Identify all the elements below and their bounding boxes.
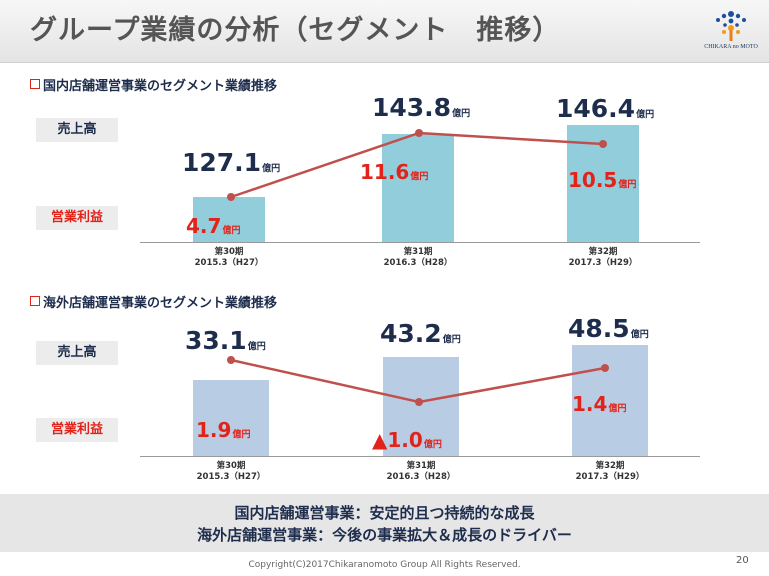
domestic-bar-31 [382,134,454,242]
summary-overseas: 海外店舗運営事業：今後の事業拡大＆成長のドライバー [197,526,572,544]
overseas-section-title: 海外店舗運営事業のセグメント業績推移 [30,292,277,311]
copyright-text: Copyright(C)2017Chikaranomoto Group All … [248,560,521,570]
page-number: 20 [736,555,749,566]
overseas-sales-value-32: 48.5億円 [568,314,649,343]
logo-mark-icon [716,11,746,41]
overseas-profit-value-31: ▲1.0億円 [372,428,442,452]
domestic-period-31: 第31期 2016.3（H28） [383,247,453,268]
overseas-profit-line [230,358,606,404]
company-logo: CHIKARA no MOTO [700,8,762,56]
domestic-profit-point-32 [599,140,607,148]
domestic-period-30: 第30期 2015.3（H27） [194,247,264,268]
slide-header: グループ業績の分析（セグメント 推移） CHIKARA no MOTO [0,0,769,63]
overseas-sales-value-31: 43.2億円 [380,319,461,348]
domestic-period-32: 第32期 2017.3（H29） [568,247,638,268]
domestic-profit-value-32: 10.5億円 [568,168,637,192]
domestic-profit-line [230,131,604,199]
domestic-sales-value-31: 143.8億円 [372,93,471,122]
domestic-bar-30 [193,197,265,242]
logo-text: CHIKARA no MOTO [704,44,758,50]
overseas-profit-point-31 [415,398,423,406]
overseas-axis [140,456,700,457]
slide-title: グループ業績の分析（セグメント 推移） [30,15,561,46]
overseas-sales-value-30: 33.1億円 [185,326,266,355]
overseas-profit-point-30 [227,356,235,364]
overseas-title-text: 海外店舗運営事業のセグメント業績推移 [43,296,278,311]
domestic-profit-label: 営業利益 [36,206,118,230]
summary-domestic: 国内店舗運営事業：安定的且つ持続的な成長 [234,504,535,522]
square-bullet-icon [30,79,40,89]
domestic-profit-point-31 [415,129,423,137]
overseas-sales-label: 売上高 [36,341,118,365]
summary-band: 国内店舗運営事業：安定的且つ持続的な成長 海外店舗運営事業：今後の事業拡大＆成長… [0,494,769,552]
overseas-bar-32 [572,345,648,456]
overseas-period-31: 第31期 2016.3（H28） [386,461,456,482]
domestic-sales-value-32: 146.4億円 [556,94,655,123]
square-bullet-icon [30,296,40,306]
domestic-profit-value-31: 11.6億円 [360,160,429,184]
domestic-profit-point-30 [227,193,235,201]
domestic-sales-label: 売上高 [36,118,118,142]
domestic-axis [140,242,700,243]
overseas-profit-point-32 [601,364,609,372]
domestic-sales-value-30: 127.1億円 [182,148,281,177]
overseas-profit-value-32: 1.4億円 [572,392,627,416]
overseas-bar-30 [193,380,269,456]
overseas-bar-31 [383,357,459,456]
overseas-period-30: 第30期 2015.3（H27） [196,461,266,482]
overseas-period-32: 第32期 2017.3（H29） [575,461,645,482]
domestic-profit-value-30: 4.7億円 [186,214,241,238]
overseas-profit-value-30: 1.9億円 [196,418,251,442]
domestic-title-text: 国内店舗運営事業のセグメント業績推移 [43,79,278,94]
overseas-profit-label: 営業利益 [36,418,118,442]
domestic-section-title: 国内店舗運営事業のセグメント業績推移 [30,75,277,94]
